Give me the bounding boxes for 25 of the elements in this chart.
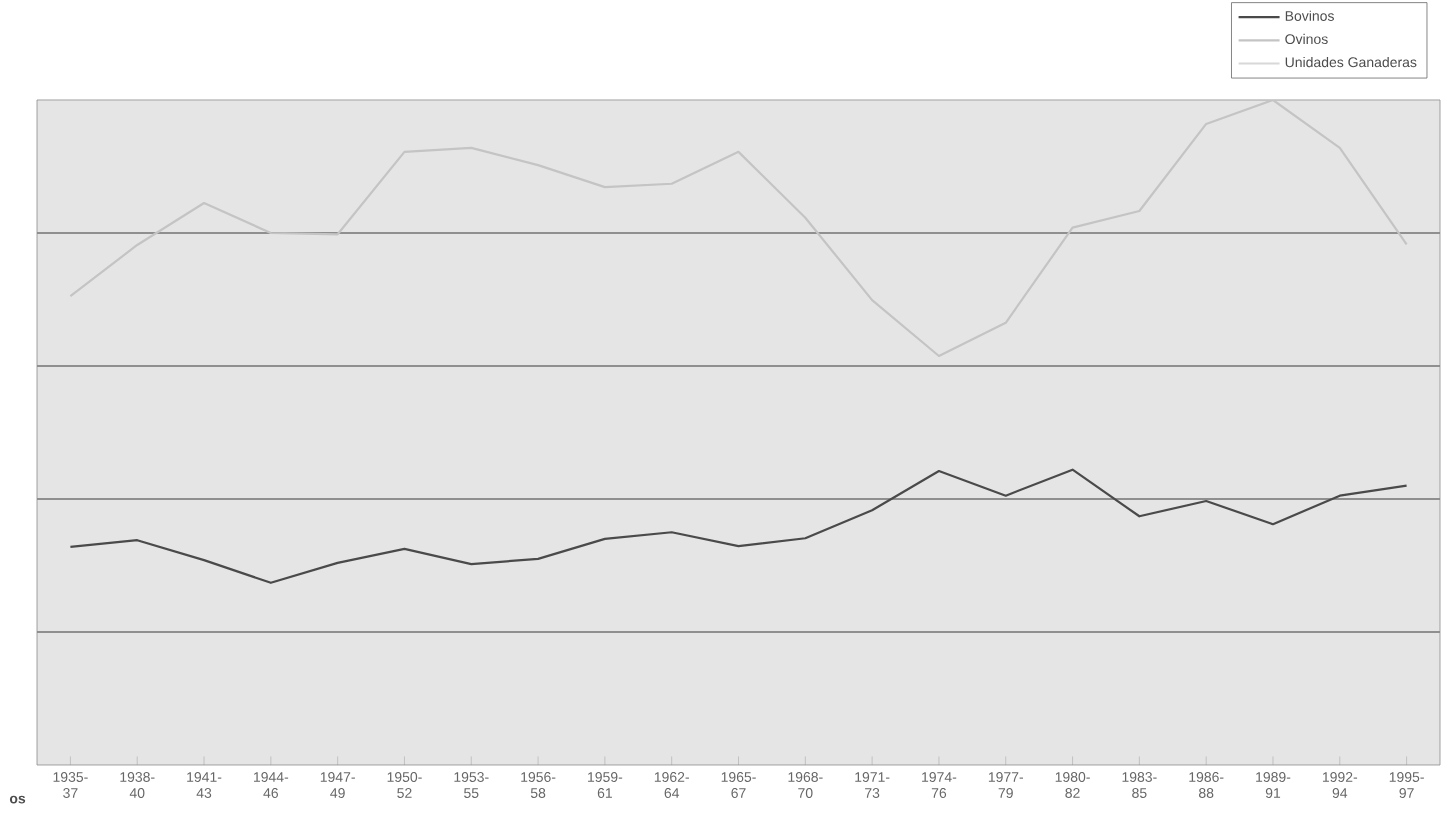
- x-tick-label: 1956-58: [521, 772, 556, 798]
- x-tick-label: 1941-43: [187, 772, 222, 798]
- legend-label: Unidades Ganaderas: [1285, 56, 1417, 68]
- x-tick-label: 1989-91: [1256, 772, 1291, 798]
- legend-label: Bovinos: [1285, 10, 1334, 21]
- legend-label: Ovinos: [1285, 33, 1328, 45]
- x-tick-label: 1953-55: [454, 772, 489, 798]
- x-axis-title: os: [9, 795, 26, 804]
- x-tick-label: 1965-67: [721, 772, 756, 798]
- x-tick-label: 1986-88: [1189, 772, 1224, 798]
- x-tick-label: 1995-97: [1389, 772, 1424, 798]
- x-tick-label: 1935-37: [53, 772, 88, 798]
- x-tick-label: 1983-85: [1122, 772, 1157, 798]
- x-tick-label: 1962-64: [654, 772, 689, 798]
- x-tick-label: 1971-73: [855, 772, 890, 798]
- x-tick-label: 1950-52: [387, 772, 422, 798]
- x-tick-label: 1974-76: [922, 772, 957, 798]
- x-tick-label: 1938-40: [120, 772, 155, 798]
- x-tick-label: 1968-70: [788, 772, 823, 798]
- x-tick-label: 1947-49: [320, 772, 355, 798]
- x-tick-label: 1977-79: [988, 772, 1024, 798]
- x-tick-label: 1980-82: [1055, 772, 1090, 798]
- x-tick-label: 1959-61: [588, 772, 623, 798]
- x-tick-label: 1992-94: [1322, 772, 1358, 798]
- x-tick-label: 1944-46: [254, 772, 289, 798]
